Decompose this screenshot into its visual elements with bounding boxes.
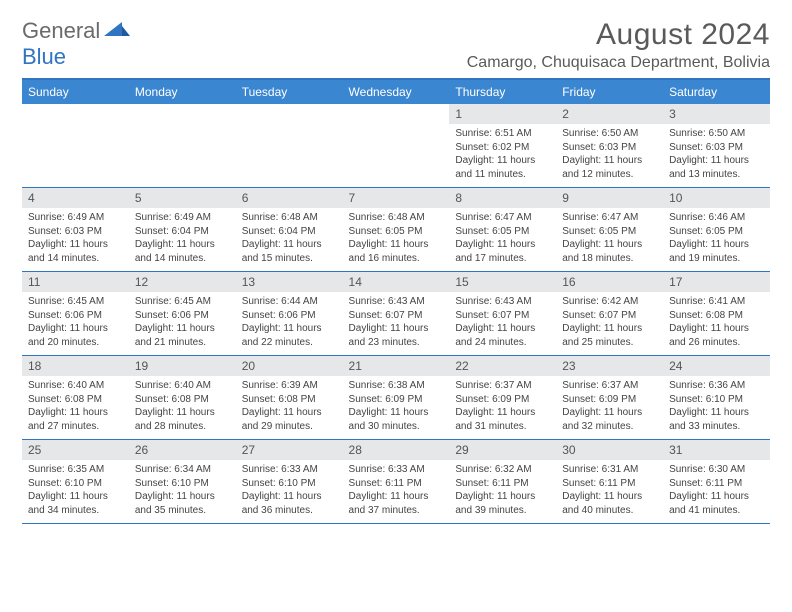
day-number-cell: 29 [449,440,556,461]
day-number-cell: 1 [449,104,556,124]
day-number-cell: 12 [129,272,236,293]
brand-text-1: General [22,18,100,43]
day-detail-cell: Sunrise: 6:43 AMSunset: 6:07 PMDaylight:… [343,292,450,356]
day-detail-cell [22,124,129,188]
header: General Blue August 2024 Camargo, Chuqui… [22,18,770,72]
day-number-row: 18192021222324 [22,356,770,377]
day-number-cell: 2 [556,104,663,124]
day-number-cell: 28 [343,440,450,461]
day-detail-row: Sunrise: 6:51 AMSunset: 6:02 PMDaylight:… [22,124,770,188]
day-number-cell: 14 [343,272,450,293]
weekday-heading: Friday [556,80,663,104]
calendar-table: Sunday Monday Tuesday Wednesday Thursday… [22,80,770,524]
weekday-heading: Monday [129,80,236,104]
day-detail-cell: Sunrise: 6:32 AMSunset: 6:11 PMDaylight:… [449,460,556,524]
day-number-cell: 4 [22,188,129,209]
day-number-cell: 20 [236,356,343,377]
day-number-cell: 10 [663,188,770,209]
day-number-cell: 15 [449,272,556,293]
day-number-row: 123 [22,104,770,124]
day-number-cell: 30 [556,440,663,461]
day-number-cell: 18 [22,356,129,377]
page-title: August 2024 [467,18,770,52]
day-number-cell: 23 [556,356,663,377]
day-detail-cell: Sunrise: 6:48 AMSunset: 6:04 PMDaylight:… [236,208,343,272]
day-detail-row: Sunrise: 6:40 AMSunset: 6:08 PMDaylight:… [22,376,770,440]
day-number-cell: 8 [449,188,556,209]
day-detail-cell: Sunrise: 6:45 AMSunset: 6:06 PMDaylight:… [22,292,129,356]
brand-text-2: Blue [22,44,66,69]
calendar-header-row: Sunday Monday Tuesday Wednesday Thursday… [22,80,770,104]
day-detail-cell: Sunrise: 6:43 AMSunset: 6:07 PMDaylight:… [449,292,556,356]
brand-mark-icon [104,22,130,45]
day-detail-cell: Sunrise: 6:50 AMSunset: 6:03 PMDaylight:… [663,124,770,188]
day-detail-cell: Sunrise: 6:48 AMSunset: 6:05 PMDaylight:… [343,208,450,272]
day-detail-cell: Sunrise: 6:33 AMSunset: 6:11 PMDaylight:… [343,460,450,524]
day-detail-cell: Sunrise: 6:49 AMSunset: 6:04 PMDaylight:… [129,208,236,272]
day-number-row: 11121314151617 [22,272,770,293]
day-detail-cell [236,124,343,188]
day-number-cell: 27 [236,440,343,461]
day-detail-cell: Sunrise: 6:34 AMSunset: 6:10 PMDaylight:… [129,460,236,524]
day-detail-cell: Sunrise: 6:37 AMSunset: 6:09 PMDaylight:… [556,376,663,440]
brand-logo: General Blue [22,18,130,70]
weekday-heading: Sunday [22,80,129,104]
day-detail-cell: Sunrise: 6:31 AMSunset: 6:11 PMDaylight:… [556,460,663,524]
day-number-cell: 19 [129,356,236,377]
day-number-cell: 21 [343,356,450,377]
day-detail-row: Sunrise: 6:35 AMSunset: 6:10 PMDaylight:… [22,460,770,524]
day-detail-cell: Sunrise: 6:39 AMSunset: 6:08 PMDaylight:… [236,376,343,440]
day-number-cell: 17 [663,272,770,293]
day-number-cell: 6 [236,188,343,209]
weekday-heading: Saturday [663,80,770,104]
calendar-body: 123 Sunrise: 6:51 AMSunset: 6:02 PMDayli… [22,104,770,524]
day-detail-cell: Sunrise: 6:49 AMSunset: 6:03 PMDaylight:… [22,208,129,272]
weekday-heading: Wednesday [343,80,450,104]
day-number-cell [129,104,236,124]
day-number-cell: 3 [663,104,770,124]
day-detail-cell: Sunrise: 6:46 AMSunset: 6:05 PMDaylight:… [663,208,770,272]
day-detail-cell: Sunrise: 6:41 AMSunset: 6:08 PMDaylight:… [663,292,770,356]
day-number-cell: 24 [663,356,770,377]
day-number-cell [236,104,343,124]
day-detail-cell: Sunrise: 6:51 AMSunset: 6:02 PMDaylight:… [449,124,556,188]
weekday-heading: Tuesday [236,80,343,104]
day-number-cell: 5 [129,188,236,209]
day-detail-row: Sunrise: 6:49 AMSunset: 6:03 PMDaylight:… [22,208,770,272]
day-number-cell: 31 [663,440,770,461]
day-number-cell [343,104,450,124]
day-number-row: 25262728293031 [22,440,770,461]
title-block: August 2024 Camargo, Chuquisaca Departme… [467,18,770,72]
day-number-cell: 16 [556,272,663,293]
day-detail-cell: Sunrise: 6:47 AMSunset: 6:05 PMDaylight:… [449,208,556,272]
location-subtitle: Camargo, Chuquisaca Department, Bolivia [467,54,770,72]
day-detail-row: Sunrise: 6:45 AMSunset: 6:06 PMDaylight:… [22,292,770,356]
day-detail-cell [129,124,236,188]
day-detail-cell: Sunrise: 6:47 AMSunset: 6:05 PMDaylight:… [556,208,663,272]
day-number-cell: 9 [556,188,663,209]
day-detail-cell: Sunrise: 6:40 AMSunset: 6:08 PMDaylight:… [22,376,129,440]
day-detail-cell: Sunrise: 6:37 AMSunset: 6:09 PMDaylight:… [449,376,556,440]
day-detail-cell: Sunrise: 6:42 AMSunset: 6:07 PMDaylight:… [556,292,663,356]
day-number-cell: 26 [129,440,236,461]
day-detail-cell: Sunrise: 6:35 AMSunset: 6:10 PMDaylight:… [22,460,129,524]
day-number-cell [22,104,129,124]
day-number-cell: 7 [343,188,450,209]
day-detail-cell: Sunrise: 6:30 AMSunset: 6:11 PMDaylight:… [663,460,770,524]
day-number-cell: 25 [22,440,129,461]
day-number-row: 45678910 [22,188,770,209]
day-detail-cell: Sunrise: 6:36 AMSunset: 6:10 PMDaylight:… [663,376,770,440]
day-number-cell: 22 [449,356,556,377]
day-number-cell: 13 [236,272,343,293]
day-detail-cell: Sunrise: 6:44 AMSunset: 6:06 PMDaylight:… [236,292,343,356]
day-detail-cell: Sunrise: 6:45 AMSunset: 6:06 PMDaylight:… [129,292,236,356]
day-number-cell: 11 [22,272,129,293]
day-detail-cell: Sunrise: 6:50 AMSunset: 6:03 PMDaylight:… [556,124,663,188]
day-detail-cell: Sunrise: 6:33 AMSunset: 6:10 PMDaylight:… [236,460,343,524]
day-detail-cell [343,124,450,188]
day-detail-cell: Sunrise: 6:38 AMSunset: 6:09 PMDaylight:… [343,376,450,440]
weekday-heading: Thursday [449,80,556,104]
day-detail-cell: Sunrise: 6:40 AMSunset: 6:08 PMDaylight:… [129,376,236,440]
